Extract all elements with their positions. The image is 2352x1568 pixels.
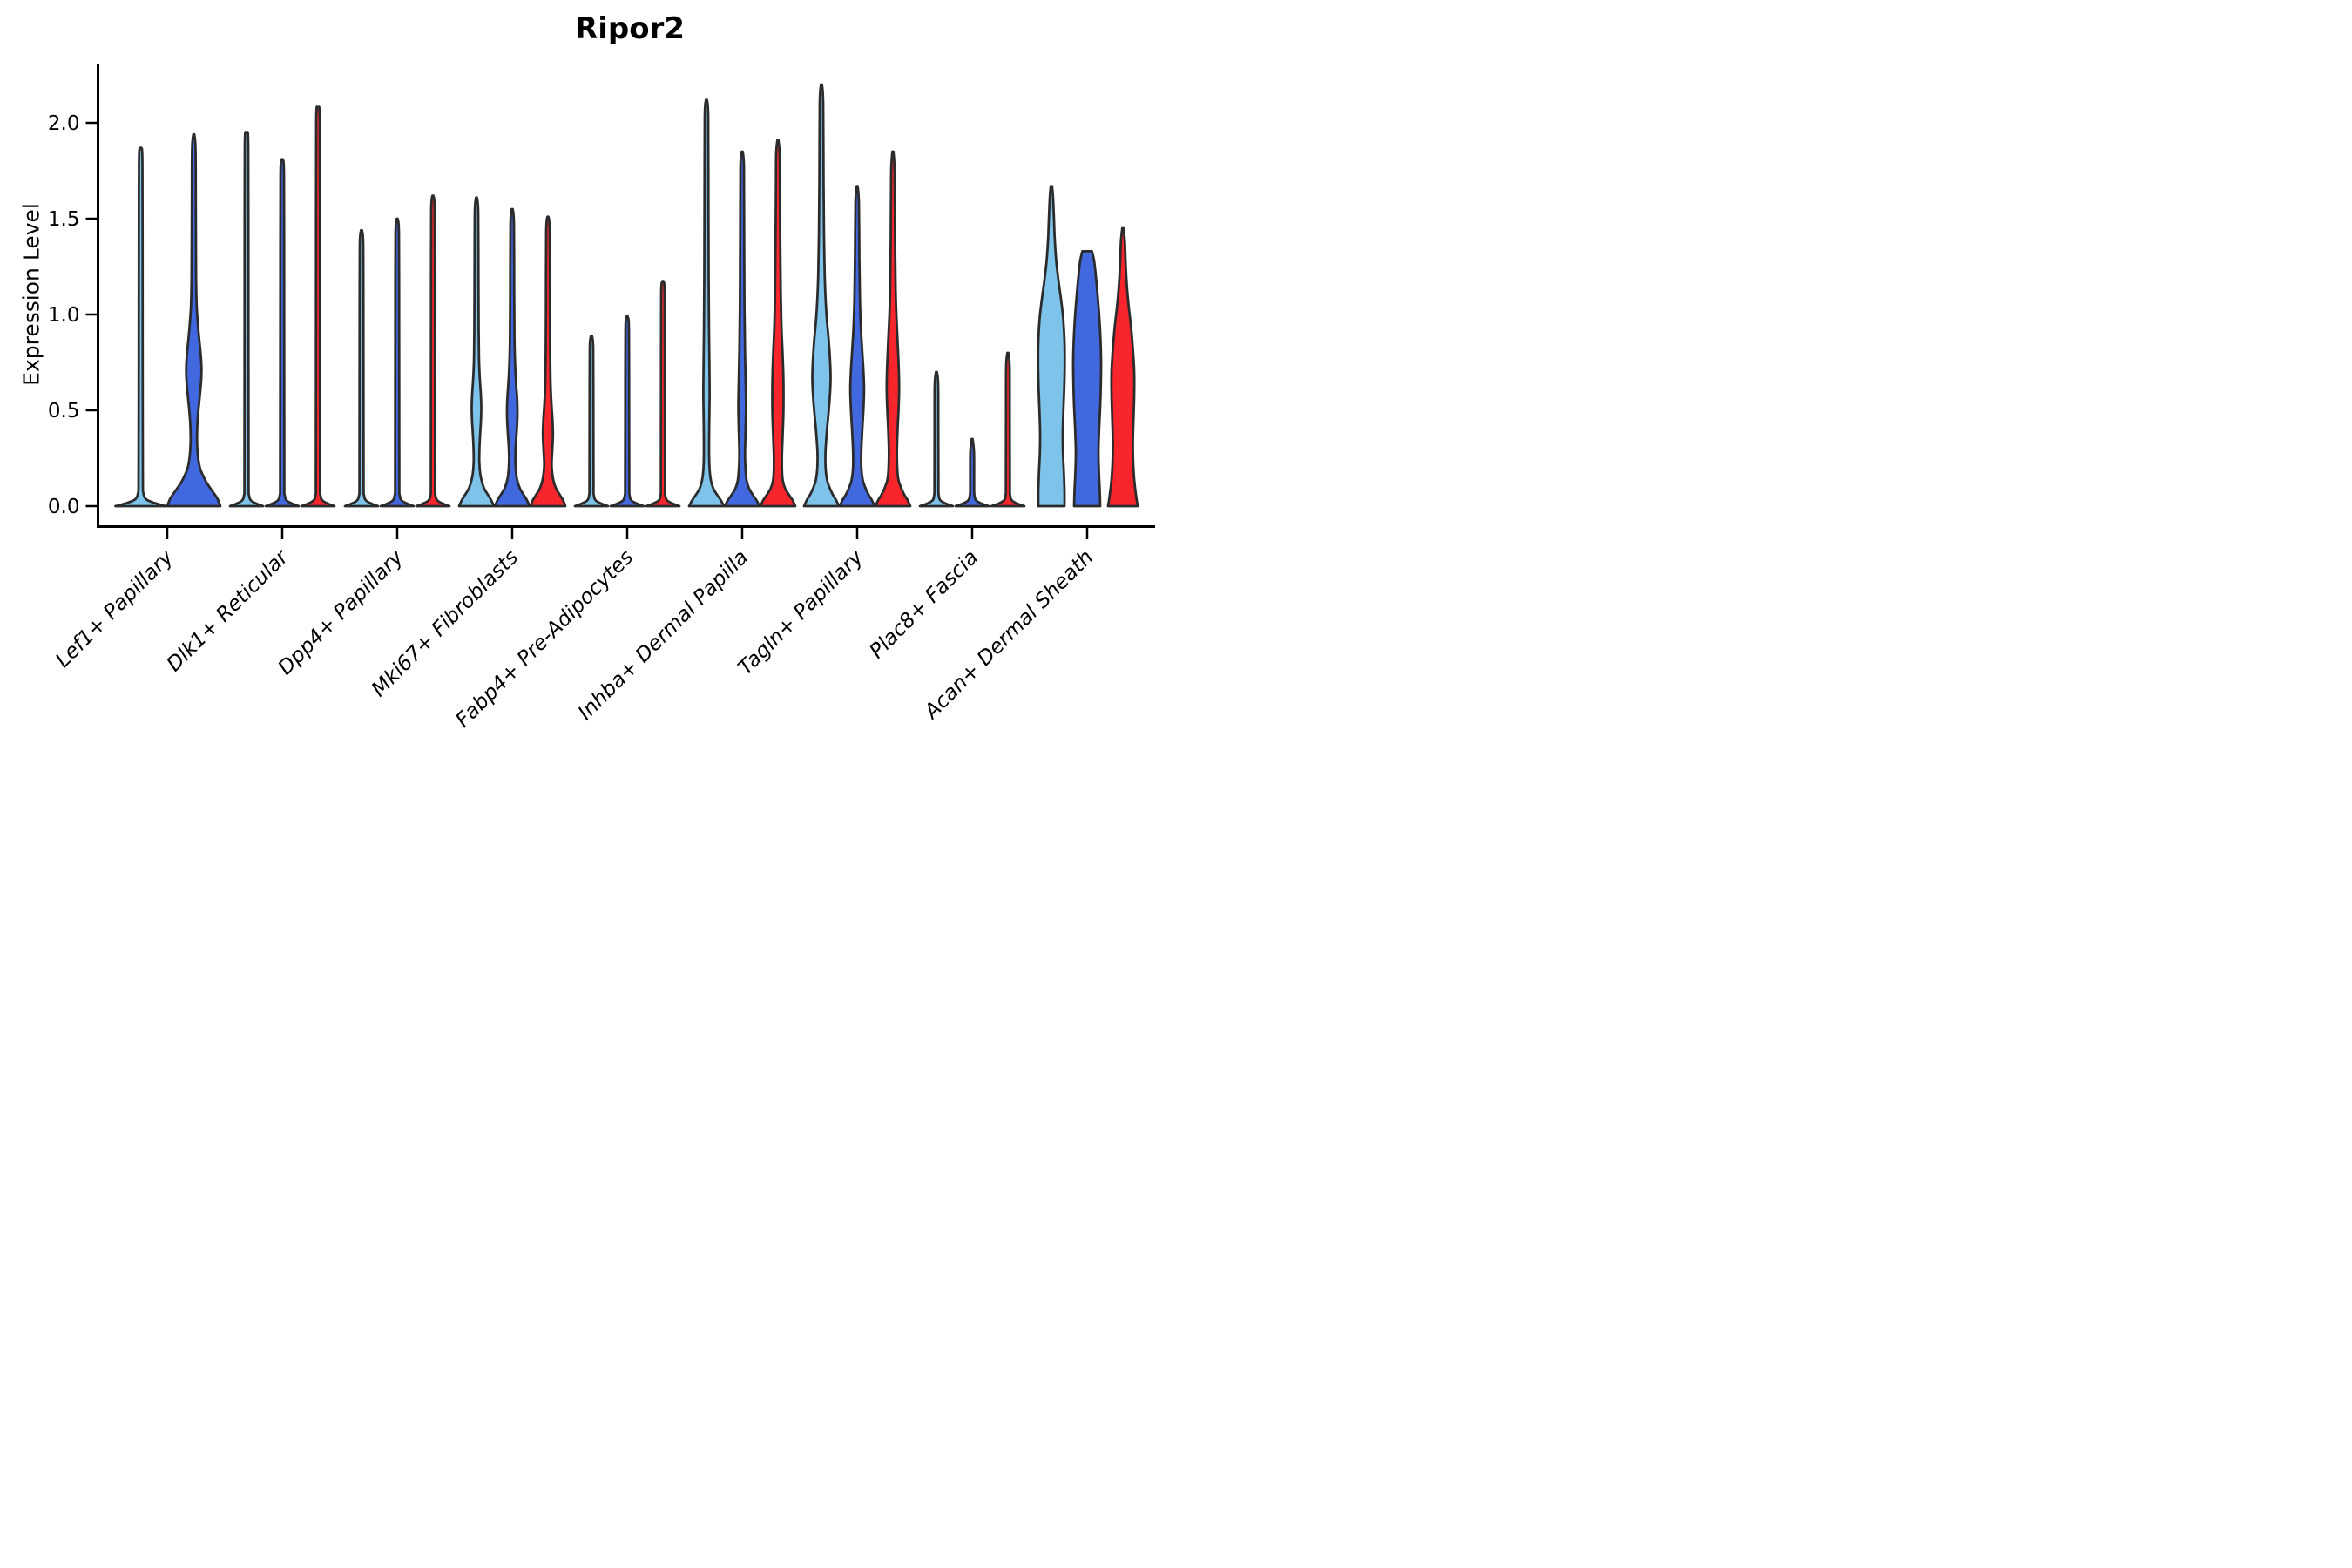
y-tick-label: 1.0: [48, 304, 80, 327]
x-tick-label-dlk1: Dlk1+ Reticular: [161, 544, 294, 676]
y-tick-label: 0.0: [48, 496, 80, 518]
violin-mki67-red: [529, 215, 567, 508]
y-tick-label: 2.0: [48, 112, 80, 135]
x-tick-label-plac8: Plac8+ Fascia: [864, 544, 983, 663]
violin-fabp4-lightblue: [573, 334, 610, 508]
violin-tagln-lightblue: [802, 83, 841, 508]
x-tick-label-lef1: Lef1+ Papillary: [51, 544, 179, 672]
violin-inhba-red: [759, 139, 797, 508]
x-tick-label-dpp4: Dpp4+ Papillary: [273, 544, 409, 680]
violin-plot-figure: Ripor2 Expression Level 0.0 0.5 1.0 1.5 2.0 L…: [0, 0, 1176, 784]
violin-plac8-lightblue: [918, 370, 955, 508]
violin-dpp4-blue: [379, 217, 416, 508]
violin-fabp4-blue: [609, 314, 645, 508]
violin-dlk1-lightblue: [228, 131, 265, 508]
violin-lef1-blue: [166, 132, 222, 508]
violin-dpp4-lightblue: [343, 228, 380, 508]
violin-mki67-blue: [493, 207, 531, 508]
y-tick-label: 0.5: [48, 400, 80, 422]
violin-acan-blue: [1071, 250, 1103, 508]
violin-acan-lightblue: [1037, 185, 1066, 508]
violin-tagln-blue: [838, 185, 876, 508]
violin-dpp4-red: [415, 194, 451, 508]
violin-inhba-blue: [723, 150, 761, 508]
x-tick-label-tagln: Tagln+ Papillary: [733, 544, 868, 680]
violin-fabp4-red: [645, 280, 681, 508]
violin-dlk1-blue: [264, 158, 301, 508]
violin-mki67-lightblue: [457, 196, 496, 508]
violin-plac8-red: [990, 351, 1026, 508]
violin-tagln-red: [874, 150, 912, 508]
violin-plac8-blue: [954, 437, 990, 508]
chart-title: Ripor2: [575, 11, 685, 46]
y-tick-label: 1.5: [48, 208, 80, 231]
violin-lef1-lightblue: [114, 146, 167, 508]
violin-inhba-lightblue: [687, 98, 726, 508]
violin-dlk1-red: [300, 105, 336, 508]
violin-acan-red: [1106, 226, 1139, 508]
